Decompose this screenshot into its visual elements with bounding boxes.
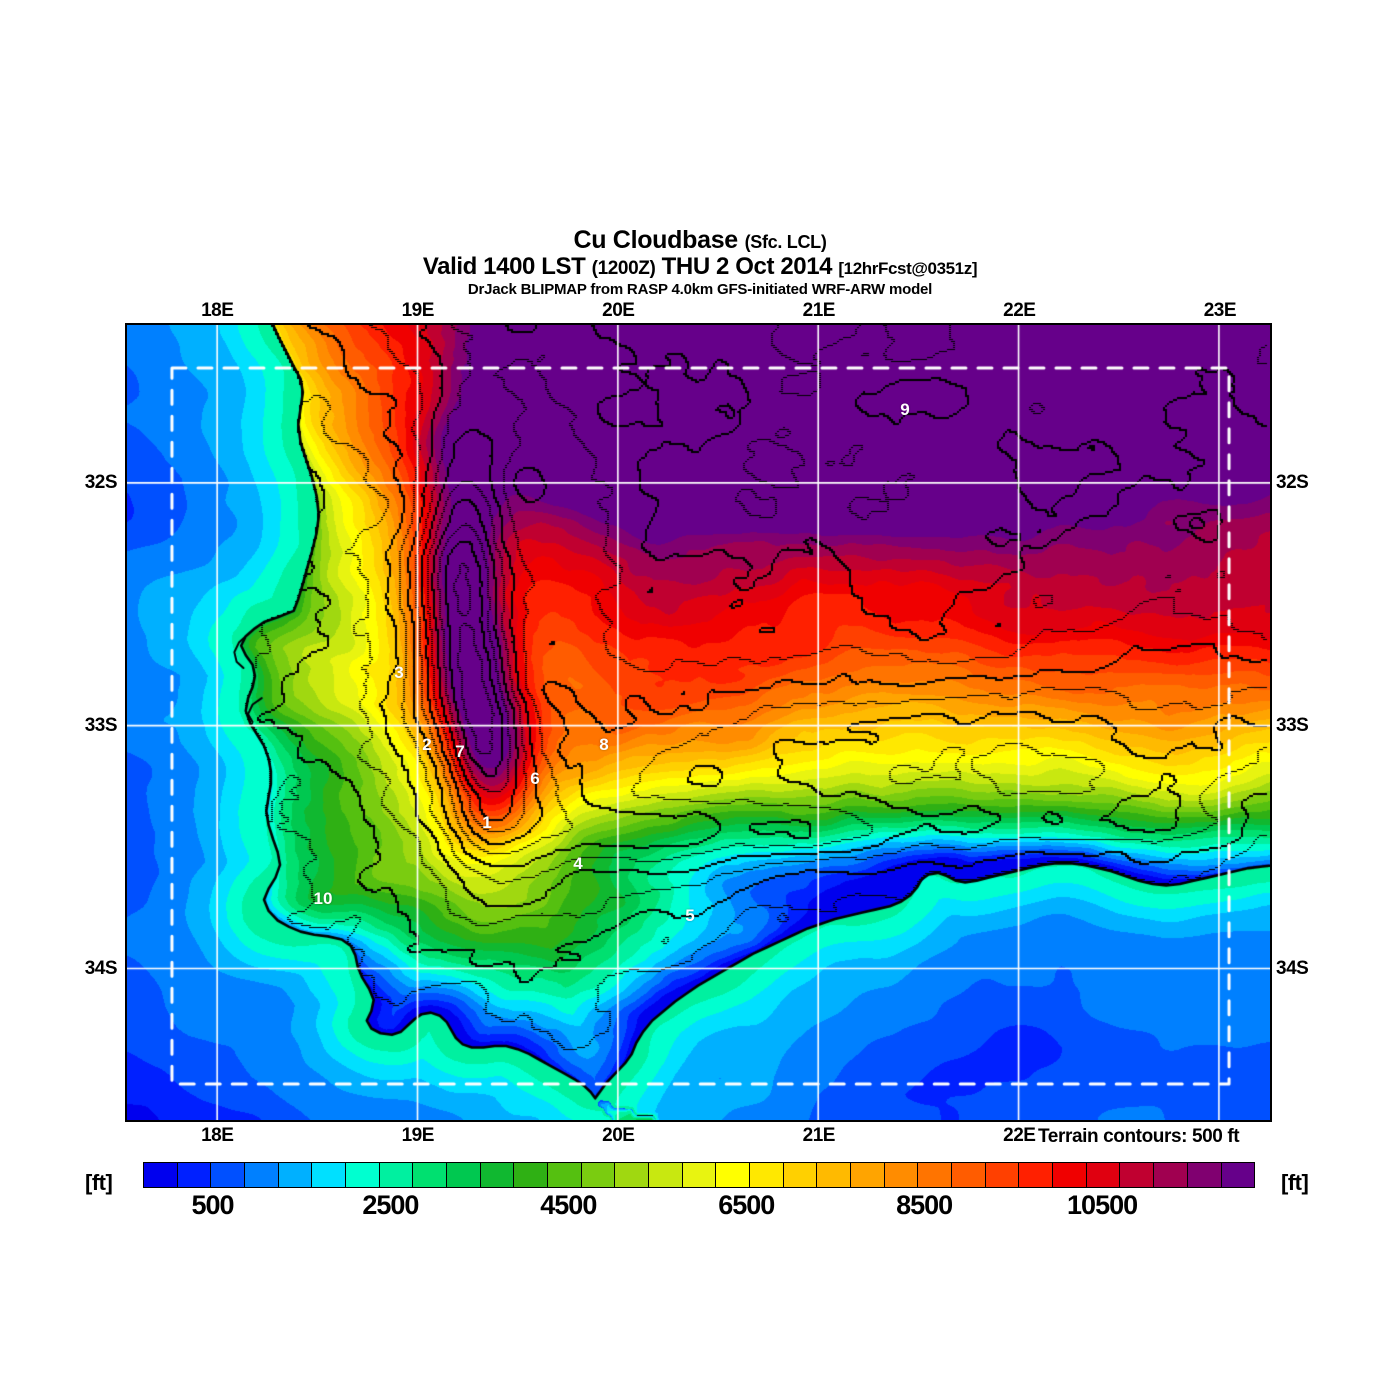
colorbar-swatch — [952, 1163, 986, 1187]
colorbar-tick: 8500 — [896, 1190, 953, 1220]
colorbar-swatch — [379, 1163, 414, 1187]
axis-label-right: 33S — [1276, 715, 1309, 737]
colorbar-swatch — [649, 1163, 683, 1187]
colorbar-swatch — [514, 1163, 549, 1187]
colorbar-unit-left: [ft] — [85, 1170, 113, 1195]
axis-label-top: 21E — [802, 300, 836, 321]
map-site-marker[interactable]: 8 — [599, 735, 609, 754]
colorbar-swatch — [1019, 1163, 1054, 1187]
model-source-line: DrJack BLIPMAP from RASP 4.0km GFS-initi… — [467, 281, 933, 298]
axis-label-right: 34S — [1276, 958, 1309, 980]
colorbar-tick: 10500 — [1067, 1190, 1138, 1220]
valid-date: THU 2 Oct 2014 — [661, 253, 833, 280]
map-site-marker[interactable]: 10 — [313, 889, 333, 908]
axis-label-top: 19E — [401, 300, 435, 321]
colorbar-tick: 500 — [191, 1190, 234, 1220]
colorbar-swatch — [312, 1163, 347, 1187]
colorbar-tick: 2500 — [362, 1190, 419, 1220]
axis-label-bottom: 18E — [201, 1125, 234, 1146]
colorbar-swatch — [783, 1163, 818, 1187]
colorbar-swatch — [1221, 1163, 1255, 1187]
map-site-marker[interactable]: 3 — [394, 663, 404, 682]
colorbar-swatch — [480, 1163, 515, 1187]
map-site-marker[interactable]: 5 — [685, 906, 695, 925]
colorbar-swatch — [985, 1163, 1020, 1187]
map-site-marker[interactable]: 4 — [573, 854, 583, 873]
axis-label-top: 23E — [1203, 300, 1237, 321]
valid-prefix: Valid 1400 LST — [422, 253, 586, 280]
axis-label-left: 34S — [84, 958, 118, 980]
axis-label-bottom: 22E — [1003, 1125, 1036, 1146]
map-site-marker[interactable]: 9 — [900, 400, 910, 419]
colorbar-swatch — [548, 1163, 582, 1187]
map-plot-area[interactable] — [125, 323, 1272, 1122]
map-site-marker[interactable]: 1 — [482, 813, 492, 832]
colorbar-swatch — [817, 1163, 852, 1187]
page-title: Cu Cloudbase (Sfc. LCL) — [0, 228, 1400, 253]
colorbar-tick: 4500 — [540, 1190, 597, 1220]
chart-title-block: Cu Cloudbase (Sfc. LCL) Valid 1400 LST (… — [0, 228, 1400, 298]
colorbar-swatch — [581, 1163, 616, 1187]
colorbar-swatch — [144, 1163, 178, 1187]
colorbar-swatch — [750, 1163, 784, 1187]
map-site-marker[interactable]: 2 — [422, 735, 432, 754]
colorbar-swatch — [211, 1163, 246, 1187]
axis-label-top: 22E — [1003, 300, 1036, 321]
axis-label-right: 32S — [1276, 472, 1309, 494]
colorbar-swatch — [346, 1163, 380, 1187]
axis-label-top: 20E — [602, 300, 635, 321]
colorbar-swatch — [413, 1163, 448, 1187]
map-site-marker[interactable]: 7 — [455, 742, 465, 761]
colorbar-swatch — [716, 1163, 751, 1187]
cloudbase-heatmap-canvas — [127, 325, 1270, 1120]
map-site-marker[interactable]: 6 — [530, 769, 540, 788]
colorbar-unit-right: [ft] — [1281, 1170, 1309, 1195]
colorbar-swatch — [1053, 1163, 1087, 1187]
colorbar-swatch — [447, 1163, 481, 1187]
colorbar-swatch — [245, 1163, 279, 1187]
colorbar-swatch — [1154, 1163, 1188, 1187]
axis-label-left: 33S — [84, 715, 118, 737]
valid-zulu: (1200Z) — [591, 258, 656, 279]
colorbar-swatch — [177, 1163, 212, 1187]
colorbar-swatch — [615, 1163, 650, 1187]
colorbar-swatch — [918, 1163, 953, 1187]
forecast-tag: [12hrFcst@0351z] — [838, 259, 978, 278]
colorbar-swatch — [851, 1163, 885, 1187]
axis-label-bottom: 20E — [602, 1125, 635, 1146]
colorbar-tick: 6500 — [718, 1190, 775, 1220]
axis-label-bottom: 21E — [802, 1125, 836, 1146]
colorbar-swatch — [278, 1163, 313, 1187]
title-text: Cu Cloudbase — [573, 226, 738, 254]
colorbar-swatch — [682, 1163, 717, 1187]
colorbar-swatch — [1086, 1163, 1121, 1187]
axis-label-left: 32S — [84, 472, 118, 494]
axis-label-top: 18E — [201, 300, 234, 321]
valid-time-line: Valid 1400 LST (1200Z) THU 2 Oct 2014 [1… — [0, 255, 1400, 279]
axis-label-bottom: 19E — [401, 1125, 435, 1146]
colorbar-swatch — [1120, 1163, 1155, 1187]
colorbar-swatch — [1187, 1163, 1222, 1187]
title-suffix: (Sfc. LCL) — [744, 232, 827, 252]
colorbar[interactable] — [143, 1162, 1255, 1188]
terrain-contour-note: Terrain contours: 500 ft — [1036, 1125, 1242, 1149]
colorbar-swatch — [884, 1163, 919, 1187]
